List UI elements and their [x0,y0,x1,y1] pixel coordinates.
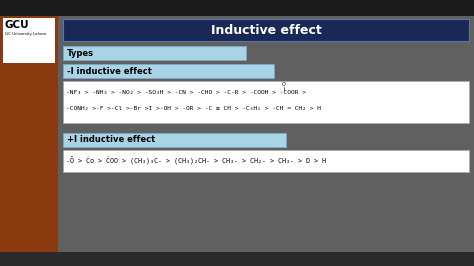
FancyBboxPatch shape [0,0,474,16]
Text: +I inductive effect: +I inductive effect [67,135,155,144]
Text: -CONH₂ >-F >-Cl >-Br >I >-OH > -OR > -C ≡ CH > -C₆H₅ > -CH = CH₂ > H: -CONH₂ >-F >-Cl >-Br >I >-OH > -OR > -C … [66,106,321,110]
FancyBboxPatch shape [63,81,469,123]
FancyBboxPatch shape [63,150,469,172]
FancyBboxPatch shape [63,19,469,41]
FancyBboxPatch shape [0,16,58,252]
Text: -I inductive effect: -I inductive effect [67,66,152,76]
FancyBboxPatch shape [3,18,55,63]
FancyBboxPatch shape [63,64,274,78]
Text: GC University Lahore: GC University Lahore [5,32,46,36]
Text: Inductive effect: Inductive effect [210,23,321,36]
Text: -NF₃ > -NH₃ > -NO₂ > -SO₃H > -CN > -CHO > -C-R > -COOH > -COOR >: -NF₃ > -NH₃ > -NO₂ > -SO₃H > -CN > -CHO … [66,89,306,94]
FancyBboxPatch shape [0,252,474,266]
FancyBboxPatch shape [63,133,286,147]
Text: O: O [282,82,286,88]
Text: Types: Types [67,48,94,57]
Text: -Ō > Čo > ČOO > (CH₃)₃C- > (CH₃)₂CH- > CH₃- > CH₂- > CH₃- > D > H: -Ō > Čo > ČOO > (CH₃)₃C- > (CH₃)₂CH- > C… [66,157,326,165]
Text: GCU: GCU [5,20,29,30]
FancyBboxPatch shape [63,46,246,60]
